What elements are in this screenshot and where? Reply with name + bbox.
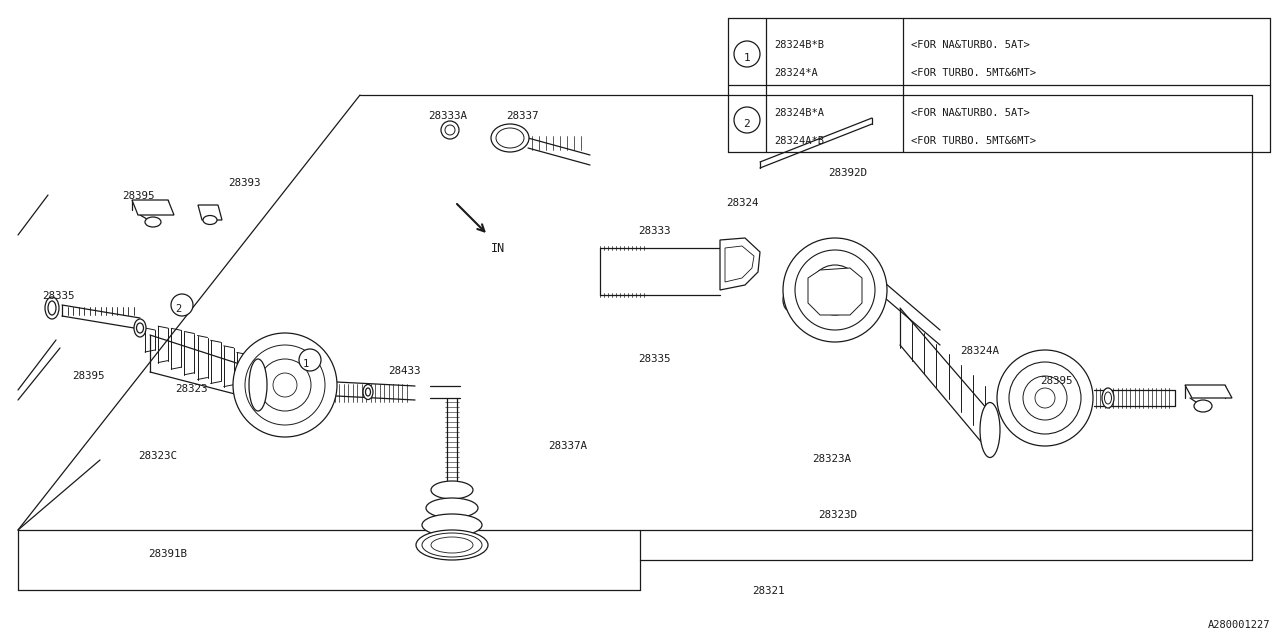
Text: A280001227: A280001227	[1207, 620, 1270, 630]
Ellipse shape	[1105, 392, 1111, 404]
Ellipse shape	[783, 289, 797, 311]
Text: 1: 1	[744, 53, 750, 63]
Text: 28324B*A: 28324B*A	[774, 108, 824, 118]
Text: 1: 1	[303, 359, 310, 369]
Ellipse shape	[45, 297, 59, 319]
Text: <FOR NA&TURBO. 5AT>: <FOR NA&TURBO. 5AT>	[911, 40, 1029, 50]
Ellipse shape	[364, 385, 372, 399]
Ellipse shape	[1102, 388, 1114, 408]
Text: 28391B: 28391B	[148, 549, 187, 559]
Circle shape	[300, 349, 321, 371]
Ellipse shape	[980, 403, 1000, 458]
Ellipse shape	[497, 128, 524, 148]
Circle shape	[273, 373, 297, 397]
Circle shape	[259, 359, 311, 411]
Text: 28323A: 28323A	[812, 454, 851, 464]
Circle shape	[233, 333, 337, 437]
Circle shape	[172, 294, 193, 316]
Polygon shape	[132, 200, 174, 215]
Circle shape	[442, 121, 460, 139]
Ellipse shape	[1194, 400, 1212, 412]
Text: 28323D: 28323D	[818, 510, 858, 520]
Ellipse shape	[49, 301, 56, 315]
Text: 28395: 28395	[72, 371, 105, 381]
Polygon shape	[719, 238, 760, 290]
Text: 28395: 28395	[122, 191, 155, 201]
Text: 28324*A: 28324*A	[774, 68, 818, 78]
Text: <FOR TURBO. 5MT&6MT>: <FOR TURBO. 5MT&6MT>	[911, 68, 1036, 78]
Text: 28395: 28395	[1039, 376, 1073, 386]
Text: 28333: 28333	[637, 226, 671, 236]
Ellipse shape	[428, 532, 476, 548]
Text: 28337A: 28337A	[548, 441, 588, 451]
Circle shape	[1023, 376, 1068, 420]
Text: <FOR NA&TURBO. 5AT>: <FOR NA&TURBO. 5AT>	[911, 108, 1029, 118]
Circle shape	[997, 350, 1093, 446]
Text: 28335: 28335	[637, 354, 671, 364]
Ellipse shape	[137, 323, 143, 333]
Circle shape	[244, 345, 325, 425]
Ellipse shape	[134, 319, 146, 337]
Circle shape	[810, 265, 860, 315]
Ellipse shape	[416, 530, 488, 560]
Circle shape	[1009, 362, 1082, 434]
Ellipse shape	[145, 217, 161, 227]
Text: 28324A: 28324A	[960, 346, 998, 356]
Text: 28324A*B: 28324A*B	[774, 136, 824, 146]
Circle shape	[783, 238, 887, 342]
Text: 28333A: 28333A	[428, 111, 467, 121]
Ellipse shape	[786, 294, 794, 307]
Text: 28392D: 28392D	[828, 168, 867, 178]
Ellipse shape	[426, 498, 477, 518]
Text: <FOR TURBO. 5MT&6MT>: <FOR TURBO. 5MT&6MT>	[911, 136, 1036, 146]
Ellipse shape	[492, 124, 529, 152]
Circle shape	[733, 41, 760, 67]
Text: IN: IN	[492, 241, 506, 255]
Text: 2: 2	[744, 119, 750, 129]
Ellipse shape	[422, 514, 483, 536]
Circle shape	[1036, 388, 1055, 408]
Text: 28323: 28323	[175, 384, 207, 394]
Text: 28335: 28335	[42, 291, 74, 301]
Ellipse shape	[431, 481, 474, 499]
Circle shape	[445, 125, 454, 135]
Polygon shape	[724, 246, 754, 282]
Text: 28324: 28324	[726, 198, 759, 208]
Polygon shape	[198, 205, 221, 220]
Ellipse shape	[250, 359, 268, 411]
Circle shape	[733, 107, 760, 133]
Text: 28324B*B: 28324B*B	[774, 40, 824, 50]
Polygon shape	[808, 268, 861, 315]
Ellipse shape	[366, 388, 370, 396]
Text: 28323C: 28323C	[138, 451, 177, 461]
Text: 28433: 28433	[388, 366, 421, 376]
Ellipse shape	[431, 537, 474, 553]
Ellipse shape	[422, 533, 483, 557]
Ellipse shape	[204, 216, 218, 225]
Text: 2: 2	[175, 304, 182, 314]
Polygon shape	[1185, 385, 1231, 398]
Text: 28321: 28321	[753, 586, 785, 596]
Text: 28393: 28393	[228, 178, 261, 188]
Text: 28337: 28337	[506, 111, 539, 121]
Circle shape	[795, 250, 876, 330]
